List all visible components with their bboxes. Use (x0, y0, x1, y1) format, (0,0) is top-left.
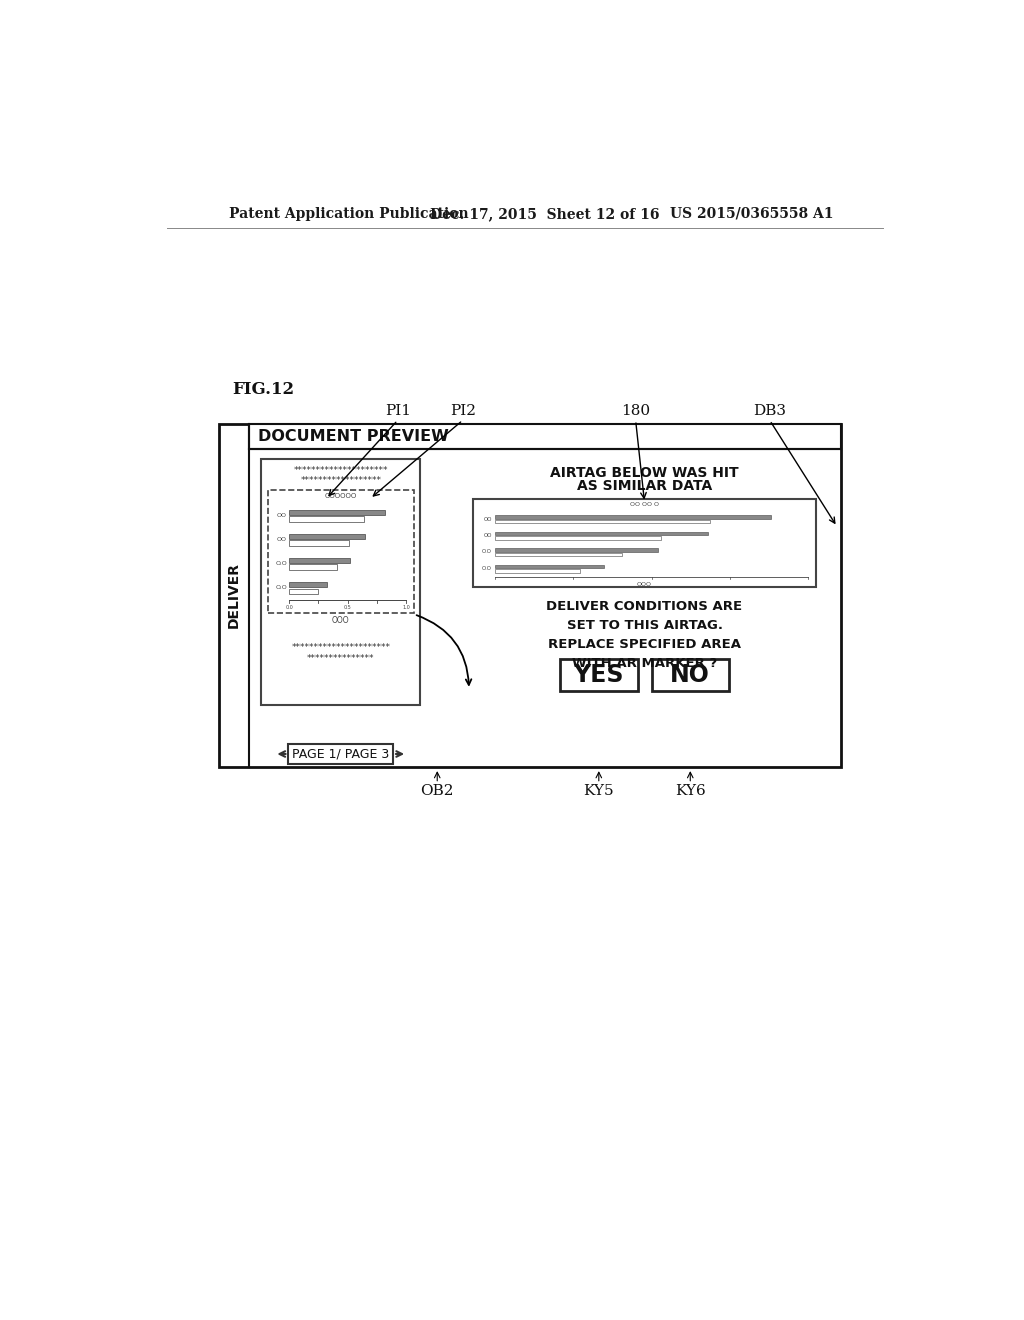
Bar (495, 548, 657, 552)
Text: OO: OO (276, 513, 287, 517)
Text: DOCUMENT PREVIEW: DOCUMENT PREVIEW (258, 429, 449, 445)
Bar (495, 536, 662, 540)
Text: DELIVER: DELIVER (227, 562, 242, 628)
Text: O.O: O.O (482, 566, 493, 570)
Text: *********************: ********************* (294, 466, 388, 475)
Bar (289, 582, 327, 587)
Bar (289, 540, 348, 545)
Bar (289, 516, 365, 521)
Bar (249, 424, 841, 449)
Text: O.O: O.O (482, 549, 493, 554)
Text: PAGE 1/ PAGE 3: PAGE 1/ PAGE 3 (292, 747, 389, 760)
Text: OO: OO (483, 516, 493, 521)
Text: US 2015/0365558 A1: US 2015/0365558 A1 (671, 207, 834, 220)
Text: FIG.12: FIG.12 (232, 381, 295, 397)
Bar (473, 499, 816, 587)
Text: 1.0: 1.0 (402, 605, 410, 610)
Text: OOO: OOO (332, 616, 349, 624)
Text: NO: NO (671, 663, 711, 688)
Bar (289, 589, 318, 594)
Text: OB2: OB2 (421, 784, 454, 799)
Bar (267, 490, 414, 612)
Bar (219, 424, 841, 767)
Bar (560, 659, 638, 692)
Text: Patent Application Publication: Patent Application Publication (228, 207, 468, 220)
Text: AS SIMILAR DATA: AS SIMILAR DATA (577, 479, 712, 492)
Text: ***************: *************** (307, 655, 375, 664)
Bar (289, 565, 337, 570)
Bar (495, 516, 771, 519)
Text: 0.0: 0.0 (286, 605, 293, 610)
Text: Dec. 17, 2015  Sheet 12 of 16: Dec. 17, 2015 Sheet 12 of 16 (430, 207, 659, 220)
Text: **********************: ********************** (291, 643, 390, 652)
Text: KY6: KY6 (675, 784, 706, 799)
Text: ******************: ****************** (300, 475, 381, 484)
Bar (495, 520, 710, 524)
Text: PI1: PI1 (385, 404, 411, 418)
Text: O.O: O.O (275, 585, 287, 590)
Text: DELIVER CONDITIONS ARE
SET TO THIS AIRTAG.
REPLACE SPECIFIED AREA
WITH AR MARKER: DELIVER CONDITIONS ARE SET TO THIS AIRTA… (547, 599, 742, 669)
Text: PI2: PI2 (450, 404, 476, 418)
Text: AIRTAG BELOW WAS HIT: AIRTAG BELOW WAS HIT (550, 466, 739, 479)
Text: O.O: O.O (275, 561, 287, 566)
Bar (289, 510, 385, 515)
Bar (261, 459, 420, 705)
Bar (289, 558, 350, 564)
Bar (495, 569, 581, 573)
Text: OO: OO (483, 533, 493, 539)
Text: OOO: OOO (637, 582, 652, 586)
Text: KY5: KY5 (584, 784, 614, 799)
Text: OO: OO (276, 537, 287, 543)
Text: YES: YES (573, 663, 624, 688)
Bar (289, 533, 366, 539)
Text: 180: 180 (622, 404, 650, 418)
Bar (495, 553, 622, 556)
Bar (495, 565, 604, 568)
Text: OOOOOO: OOOOOO (325, 494, 356, 499)
Bar (289, 743, 393, 764)
Bar (495, 532, 708, 536)
Text: 0.5: 0.5 (344, 605, 351, 610)
Bar (651, 659, 729, 692)
Text: OO OO O: OO OO O (630, 503, 659, 507)
Text: DB3: DB3 (754, 404, 786, 418)
